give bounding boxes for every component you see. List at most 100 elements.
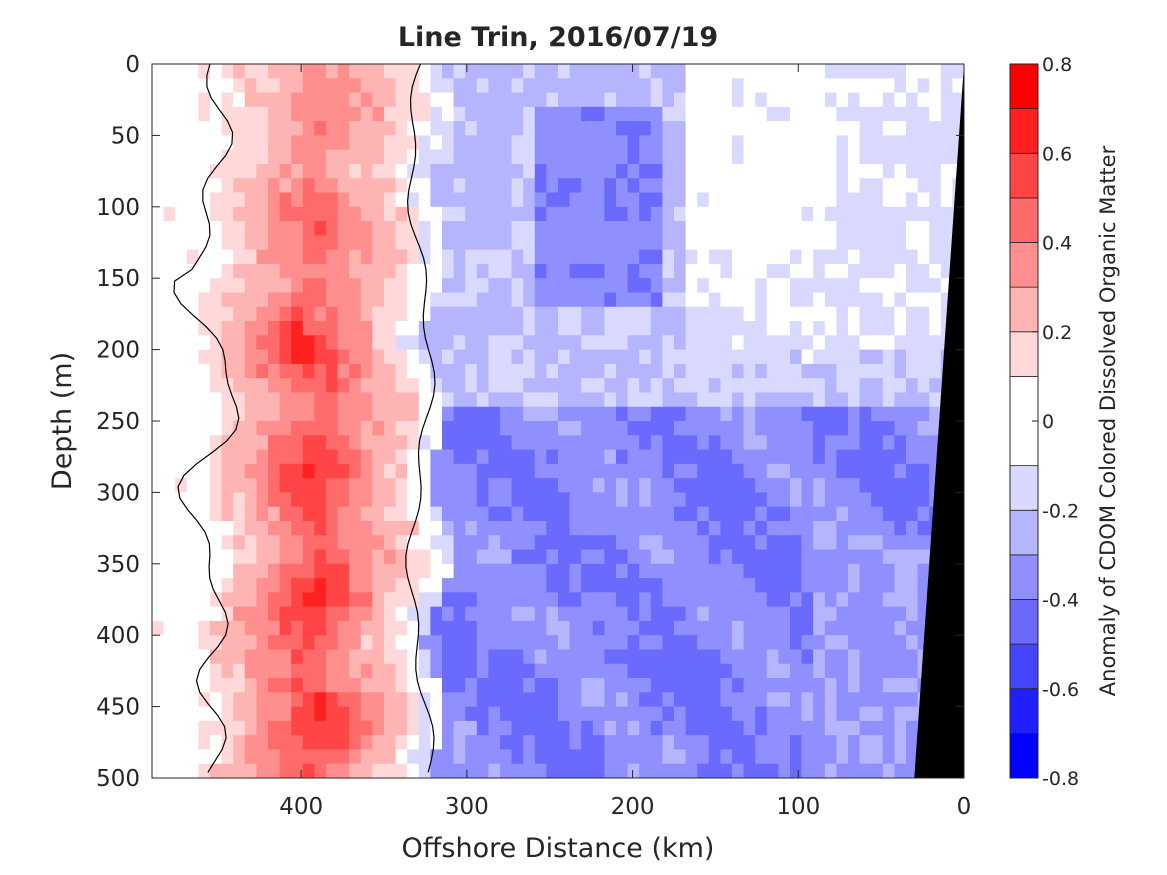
heatmap-cell (581, 349, 594, 365)
heatmap-cell (546, 449, 559, 465)
heatmap-cell (720, 549, 733, 565)
heatmap-cell (326, 635, 339, 651)
heatmap-cell (848, 263, 861, 279)
heatmap-cell (546, 463, 559, 479)
heatmap-cell (302, 578, 315, 593)
heatmap-cell (349, 749, 362, 765)
heatmap-cell (859, 763, 872, 778)
heatmap-cell (813, 649, 826, 665)
heatmap-cell (476, 549, 489, 565)
heatmap-cell (604, 635, 617, 651)
heatmap-cell (848, 163, 861, 179)
heatmap-cell (268, 292, 281, 308)
heatmap-cell (198, 335, 211, 351)
heatmap-cell (685, 563, 698, 579)
heatmap-cell (558, 421, 571, 436)
heatmap-cell (175, 649, 188, 665)
heatmap-cell (639, 78, 652, 94)
heatmap-cell (848, 606, 861, 622)
heatmap-cell (906, 406, 919, 422)
heatmap-cell (952, 92, 964, 108)
heatmap-cell (766, 578, 779, 593)
heatmap-cell (592, 763, 605, 778)
heatmap-cell (152, 349, 165, 365)
heatmap-cell (221, 563, 234, 579)
heatmap-cell (917, 321, 930, 336)
heatmap-cell (523, 278, 536, 294)
heatmap-cell (859, 706, 872, 722)
heatmap-cell (279, 606, 292, 622)
heatmap-cell (581, 121, 594, 136)
heatmap-cell (639, 492, 652, 508)
heatmap-cell (221, 292, 234, 308)
heatmap-cell (616, 406, 629, 422)
heatmap-cell (384, 106, 397, 122)
heatmap-cell (360, 635, 373, 651)
heatmap-cell (256, 121, 269, 136)
heatmap-cell (755, 606, 768, 622)
heatmap-cell (917, 192, 930, 208)
heatmap-cell (848, 506, 861, 522)
heatmap-cell (697, 463, 710, 479)
heatmap-cell (720, 292, 733, 308)
heatmap-cell (256, 692, 269, 708)
heatmap-cell (558, 506, 571, 522)
heatmap-cell (430, 178, 443, 194)
heatmap-cell (662, 235, 675, 251)
heatmap-cell (442, 92, 455, 108)
heatmap-cell (790, 492, 803, 508)
heatmap-cell (372, 78, 385, 94)
heatmap-cell (581, 192, 594, 208)
heatmap-cell (465, 135, 478, 151)
heatmap-cell (581, 649, 594, 665)
heatmap-cell (337, 235, 350, 251)
heatmap-cell (523, 306, 536, 322)
heatmap-cell (894, 635, 907, 651)
heatmap-cell (917, 463, 930, 479)
heatmap-cell (650, 463, 663, 479)
heatmap-cell (546, 421, 559, 436)
x-tick-label: 100 (776, 794, 820, 820)
heatmap-cell (534, 421, 547, 436)
heatmap-cell (697, 121, 710, 136)
heatmap-cell (848, 463, 861, 479)
heatmap-cell (546, 64, 559, 79)
heatmap-cell (152, 749, 165, 765)
heatmap-cell (708, 92, 721, 108)
heatmap-cell (650, 535, 663, 551)
y-tick-label: 450 (96, 695, 140, 721)
heatmap-cell (546, 106, 559, 122)
heatmap-cell (871, 563, 884, 579)
heatmap-cell (639, 349, 652, 365)
heatmap-cell (685, 421, 698, 436)
heatmap-cell (778, 763, 791, 778)
heatmap-cell (291, 121, 304, 136)
heatmap-cell (882, 578, 895, 593)
heatmap-cell (836, 520, 849, 536)
heatmap-cell (639, 563, 652, 579)
heatmap-cell (511, 235, 524, 251)
heatmap-cell (720, 649, 733, 665)
heatmap-cell (488, 278, 501, 294)
heatmap-cell (778, 64, 791, 79)
heatmap-cell (790, 306, 803, 322)
heatmap-cell (917, 363, 930, 379)
heatmap-cell (430, 121, 443, 136)
heatmap-cell (592, 306, 605, 322)
heatmap-cell (163, 763, 176, 778)
heatmap-cell (558, 92, 571, 108)
heatmap-cell (175, 149, 188, 165)
heatmap-cell (337, 306, 350, 322)
heatmap-cell (326, 620, 339, 636)
heatmap-cell (279, 278, 292, 294)
heatmap-cell (674, 106, 687, 122)
heatmap-cell (871, 192, 884, 208)
heatmap-cell (268, 563, 281, 579)
heatmap-cell (152, 506, 165, 522)
heatmap-cell (244, 520, 257, 536)
heatmap-cell (291, 620, 304, 636)
heatmap-cell (952, 121, 964, 136)
heatmap-cell (279, 206, 292, 222)
heatmap-cell (256, 163, 269, 179)
heatmap-cell (940, 78, 953, 94)
